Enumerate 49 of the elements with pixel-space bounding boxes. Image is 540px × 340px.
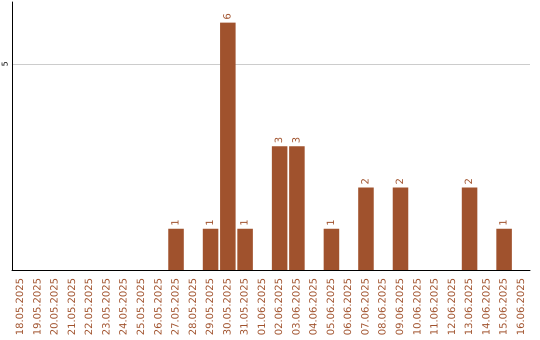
- x-tick-label: 06.06.2025: [343, 278, 354, 336]
- data-label: 1: [170, 219, 182, 226]
- y-tick-label: 5: [0, 61, 10, 66]
- x-tick-label: 02.06.2025: [274, 278, 286, 336]
- bar: [462, 188, 478, 270]
- data-label: 1: [205, 219, 216, 226]
- bar: [358, 188, 374, 270]
- x-tick-label: 05.06.2025: [326, 278, 337, 336]
- x-tick-label: 22.05.2025: [84, 278, 96, 336]
- data-label: 2: [395, 178, 406, 185]
- x-tick-label: 08.06.2025: [378, 278, 389, 336]
- data-label: 3: [291, 136, 302, 144]
- data-label: 2: [360, 178, 372, 185]
- bar: [324, 228, 340, 270]
- x-tick-label: 19.05.2025: [32, 278, 44, 336]
- x-tick-label: 26.05.2025: [153, 278, 164, 336]
- x-tick-label: 12.06.2025: [446, 278, 458, 336]
- x-tick-label: 04.06.2025: [308, 278, 320, 336]
- x-tick-label: 30.05.2025: [222, 278, 234, 336]
- x-tick-label: 13.06.2025: [464, 278, 476, 336]
- x-tick-label: 25.05.2025: [136, 278, 147, 336]
- data-label: 3: [274, 136, 286, 144]
- x-tick-label: 21.05.2025: [66, 278, 78, 336]
- x-tick-label: 24.05.2025: [118, 278, 130, 336]
- x-tick-label: 18.05.2025: [15, 278, 26, 336]
- x-tick-label: 28.05.2025: [188, 278, 199, 336]
- x-tick-label: 27.05.2025: [170, 278, 182, 336]
- bar: [496, 228, 512, 270]
- x-tick-label: 07.06.2025: [360, 278, 372, 336]
- data-label: 1: [326, 219, 337, 226]
- x-tick-label: 16.06.2025: [516, 278, 527, 336]
- x-tick-label: 10.06.2025: [412, 278, 424, 336]
- x-tick-label: 11.06.2025: [430, 278, 441, 336]
- bar: [392, 188, 408, 270]
- bar: [168, 228, 184, 270]
- bar: [237, 228, 253, 270]
- x-tick-label: 23.05.2025: [101, 278, 112, 336]
- x-tick-label: 09.06.2025: [395, 278, 406, 336]
- x-tick-label: 31.05.2025: [240, 278, 251, 336]
- x-tick-label: 14.06.2025: [481, 278, 492, 336]
- data-label: 6: [222, 13, 234, 20]
- x-tick-label: 29.05.2025: [205, 278, 216, 336]
- x-tick-label: 20.05.2025: [50, 278, 61, 336]
- x-tick-label: 03.06.2025: [291, 278, 302, 336]
- data-label: 1: [498, 219, 510, 226]
- x-tick-label: 15.06.2025: [498, 278, 510, 336]
- data-label: 1: [240, 219, 251, 226]
- data-label: 2: [464, 178, 476, 185]
- x-tick-label: 01.06.2025: [256, 278, 268, 336]
